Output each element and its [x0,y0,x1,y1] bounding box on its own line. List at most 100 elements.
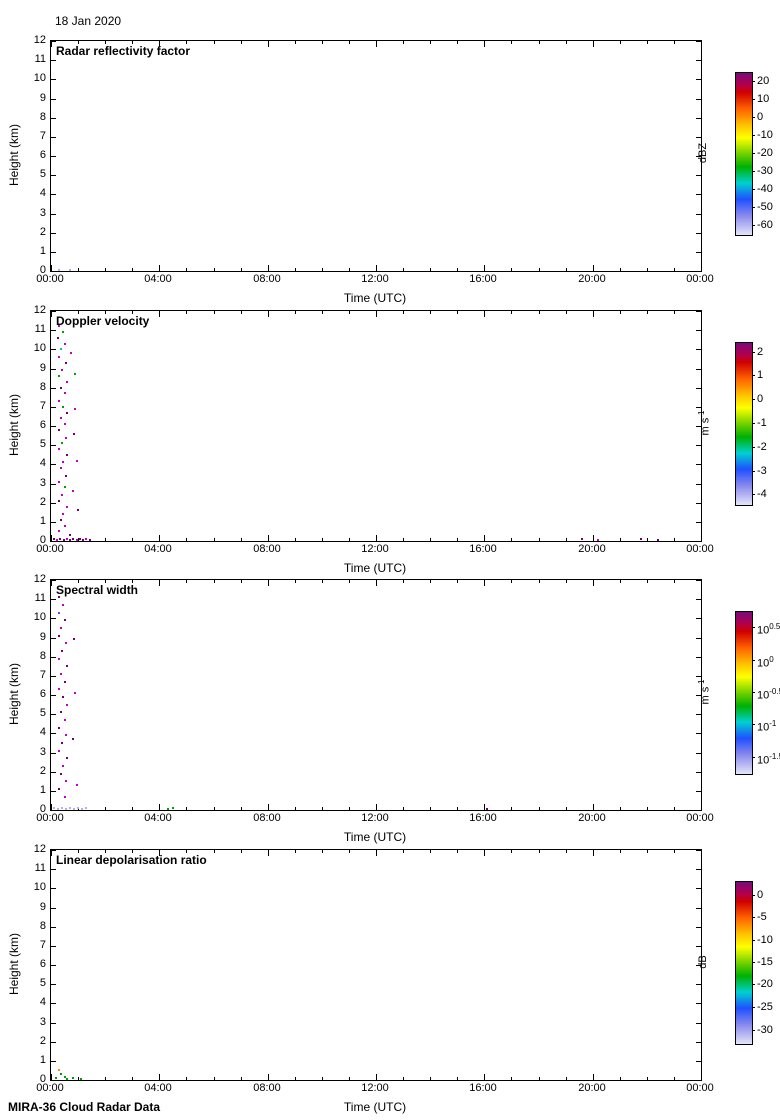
data-point [69,538,71,541]
x-minor-tick [620,311,621,314]
x-minor-tick [457,850,458,853]
x-minor-tick [539,311,540,314]
y-tick [696,676,701,677]
y-tick-label: 1 [39,784,46,796]
y-tick-label: 1 [39,515,46,527]
x-tick-label: 04:00 [144,812,172,824]
x-minor-tick [105,807,106,810]
y-tick [696,1023,701,1024]
x-minor-tick [647,850,648,853]
y-tick [51,753,56,754]
data-point [58,596,61,599]
x-tick-label: 08:00 [253,543,281,555]
x-minor-tick [674,538,675,541]
y-tick [51,484,56,485]
data-point [62,405,65,408]
x-tick-label: 08:00 [253,273,281,285]
y-tick [51,733,56,734]
y-tick [51,657,56,658]
x-minor-tick [457,580,458,583]
colorbar-tick [752,494,755,495]
y-tick-label: 9 [39,631,46,643]
x-major-tick [593,265,594,271]
x-major-tick [268,1074,269,1080]
x-minor-tick [511,850,512,853]
colorbar-tick-label: -30 [757,165,773,177]
y-tick [696,349,701,350]
y-tick [696,79,701,80]
x-minor-tick [322,1077,323,1080]
x-minor-tick [214,1077,215,1080]
x-minor-tick [295,580,296,583]
x-tick-label: 16:00 [469,273,497,285]
data-point [71,1076,74,1079]
y-tick [696,772,701,773]
x-minor-tick [674,1077,675,1080]
y-tick-label: 11 [34,862,46,874]
y-tick [51,407,56,408]
x-major-tick [159,265,160,271]
colorbar-tick-label: 20 [757,75,770,87]
x-tick-label: 20:00 [578,1082,606,1094]
data-point [74,373,77,376]
y-tick [696,194,701,195]
y-tick-label: 10 [33,342,46,354]
colorbar-tick [752,692,755,693]
colorbar-tick-label: -3 [757,465,767,477]
x-minor-tick [647,538,648,541]
colorbar-tick-label: -15 [757,956,773,968]
x-minor-tick [539,807,540,810]
data-point [62,331,65,334]
x-major-tick [376,265,377,271]
data-point [58,480,61,483]
y-tick [696,503,701,504]
x-major-tick [51,311,52,317]
data-point [62,538,65,541]
x-tick-label: 12:00 [361,273,389,285]
y-tick-label: 8 [39,920,46,932]
data-point [75,459,78,462]
x-minor-tick [674,850,675,853]
x-tick-label: 00:00 [686,1082,714,1094]
x-minor-tick [186,268,187,271]
data-point [56,807,59,810]
y-tick-label: 4 [39,187,46,199]
data-point [70,352,73,355]
y-tick-label: 7 [39,669,46,681]
x-tick-label: 00:00 [36,273,64,285]
x-minor-tick [78,268,79,271]
y-tick [51,99,56,100]
y-tick-label: 6 [39,958,46,970]
y-tick-label: 11 [34,592,46,604]
unit-base: 10 [757,624,770,637]
x-minor-tick [295,268,296,271]
x-major-tick [593,1074,594,1080]
data-point [597,538,600,541]
y-tick [51,541,56,542]
data-point [77,806,80,809]
data-point [59,772,62,775]
colorbar-tick [752,171,755,172]
data-point [64,642,67,645]
y-tick-label: 3 [39,746,46,758]
data-point [82,538,84,541]
x-minor-tick [403,1077,404,1080]
x-minor-tick [214,580,215,583]
y-tick [51,349,56,350]
y-tick [696,984,701,985]
y-tick [696,330,701,331]
y-tick-label: 11 [34,323,46,335]
y-tick-label: 8 [39,650,46,662]
x-minor-tick [539,850,540,853]
x-minor-tick [241,580,242,583]
data-point [65,538,68,541]
data-point [69,807,71,810]
data-point [66,665,69,668]
y-tick-label: 7 [39,130,46,142]
x-minor-tick [105,850,106,853]
data-point [78,538,81,541]
data-point [63,1076,66,1079]
x-minor-tick [241,1077,242,1080]
plot-area: Spectral width [50,579,702,811]
data-point [58,1068,61,1071]
